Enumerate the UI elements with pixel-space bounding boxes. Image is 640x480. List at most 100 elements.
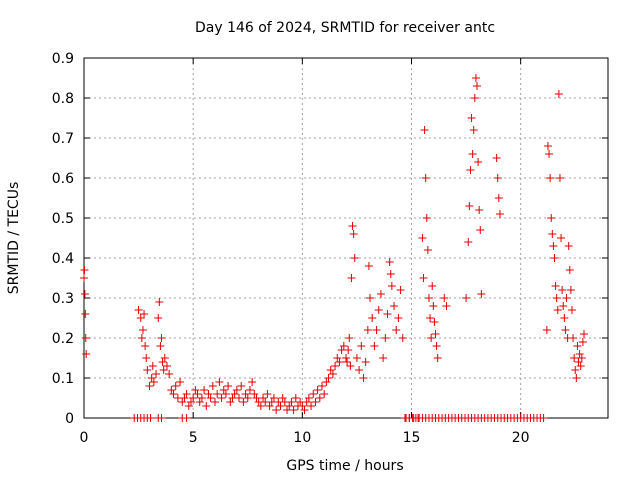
data-point — [431, 330, 440, 338]
x-tick-label: 15 — [403, 430, 421, 446]
data-point — [467, 114, 476, 122]
data-point — [555, 174, 564, 182]
data-point — [269, 394, 278, 402]
data-point — [311, 398, 320, 406]
data-point — [140, 310, 149, 318]
data-point — [322, 378, 331, 386]
data-point — [169, 390, 178, 398]
data-point — [469, 126, 478, 134]
data-point — [477, 290, 486, 298]
data-point — [335, 358, 344, 366]
data-point — [474, 158, 483, 166]
data-point — [148, 362, 157, 370]
x-tick-label: 5 — [189, 430, 198, 446]
data-point — [215, 378, 224, 386]
y-tick-label: 0.3 — [52, 291, 74, 307]
data-point — [569, 334, 578, 342]
data-point — [562, 294, 571, 302]
data-point — [424, 294, 433, 302]
data-point — [550, 254, 559, 262]
data-point — [390, 302, 399, 310]
data-point — [346, 362, 355, 370]
data-point — [182, 390, 191, 398]
data-point — [440, 294, 449, 302]
data-point — [289, 406, 298, 414]
data-point — [560, 314, 569, 322]
data-point — [245, 386, 254, 394]
x-tick-label: 0 — [80, 430, 89, 446]
data-point — [158, 358, 167, 366]
data-point — [359, 374, 368, 382]
data-point — [136, 314, 145, 322]
data-point — [157, 414, 166, 422]
data-point — [564, 242, 573, 250]
data-point — [567, 306, 576, 314]
data-point — [328, 370, 337, 378]
data-point — [276, 402, 285, 410]
data-point — [368, 314, 377, 322]
data-point — [237, 382, 246, 390]
data-point — [361, 358, 370, 366]
data-point — [430, 318, 439, 326]
data-point — [134, 306, 143, 314]
data-point — [189, 394, 198, 402]
chart-title: Day 146 of 2024, SRMTID for receiver ant… — [195, 20, 495, 36]
data-point — [381, 334, 390, 342]
data-point — [80, 274, 88, 282]
data-point — [492, 154, 501, 162]
data-point — [302, 398, 311, 406]
data-point — [193, 390, 202, 398]
data-point — [471, 74, 480, 82]
data-point — [494, 194, 503, 202]
data-point — [315, 394, 324, 402]
data-point — [142, 354, 151, 362]
data-point — [347, 274, 356, 282]
data-point — [206, 394, 215, 402]
data-point — [331, 362, 340, 370]
data-point — [272, 406, 281, 414]
data-point — [152, 370, 161, 378]
data-point — [376, 290, 385, 298]
data-point — [546, 174, 555, 182]
data-point — [339, 342, 348, 350]
data-point — [374, 306, 383, 314]
data-point — [285, 402, 294, 410]
data-point — [82, 350, 91, 358]
data-point — [248, 378, 257, 386]
y-tick-label: 0.7 — [52, 131, 74, 147]
data-point — [348, 222, 357, 230]
data-point — [428, 282, 437, 290]
data-point — [429, 302, 438, 310]
data-point — [154, 314, 163, 322]
data-point — [442, 302, 451, 310]
data-point — [138, 326, 147, 334]
data-point — [300, 406, 309, 414]
data-point — [200, 386, 209, 394]
data-point — [204, 390, 213, 398]
data-point — [219, 386, 228, 394]
data-point — [259, 394, 268, 402]
data-point — [197, 394, 206, 402]
data-point — [184, 402, 193, 410]
data-point — [572, 374, 581, 382]
plot-frame — [83, 57, 609, 419]
x-axis-label: GPS time / hours — [286, 458, 403, 474]
data-point — [495, 210, 504, 218]
data-point — [570, 354, 579, 362]
data-point — [178, 398, 187, 406]
data-point — [145, 382, 154, 390]
data-point — [383, 310, 392, 318]
data-point — [165, 370, 174, 378]
data-point — [149, 378, 158, 386]
data-point — [167, 386, 176, 394]
data-point — [552, 294, 561, 302]
data-point — [577, 354, 586, 362]
data-point — [349, 230, 358, 238]
data-point — [475, 206, 484, 214]
data-point — [422, 214, 431, 222]
data-point — [226, 398, 235, 406]
data-point — [304, 394, 313, 402]
data-point — [313, 386, 322, 394]
data-point — [554, 90, 563, 98]
